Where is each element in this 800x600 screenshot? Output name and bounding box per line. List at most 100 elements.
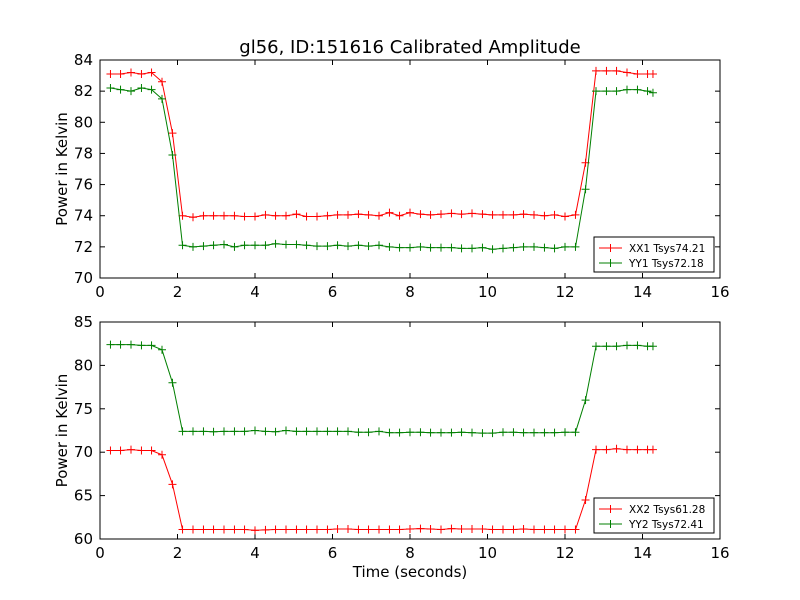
data-point bbox=[540, 243, 549, 252]
data-point bbox=[509, 243, 518, 252]
data-point bbox=[292, 210, 301, 219]
data-point bbox=[426, 210, 435, 219]
data-point bbox=[612, 444, 621, 453]
x-tick-label: 0 bbox=[95, 544, 105, 562]
data-point bbox=[230, 242, 239, 251]
data-point bbox=[354, 525, 363, 534]
data-point bbox=[437, 243, 445, 252]
data-point bbox=[416, 524, 425, 533]
x-tick-label: 8 bbox=[405, 544, 415, 562]
data-point bbox=[240, 427, 249, 436]
data-point bbox=[209, 241, 218, 250]
data-point bbox=[437, 525, 445, 534]
y-axis-label: Power in Kelvin bbox=[53, 374, 71, 488]
x-tick-label: 4 bbox=[250, 283, 260, 301]
data-point bbox=[530, 428, 538, 437]
x-tick-label: 16 bbox=[710, 544, 729, 562]
data-point bbox=[509, 210, 518, 219]
data-point bbox=[612, 342, 621, 351]
data-point bbox=[426, 525, 435, 534]
data-point bbox=[623, 68, 631, 77]
data-point bbox=[189, 427, 197, 436]
data-point bbox=[488, 429, 497, 438]
data-point bbox=[251, 526, 259, 535]
data-point bbox=[158, 450, 166, 459]
series-xx1-tsys74-21 bbox=[106, 66, 657, 222]
data-point bbox=[137, 84, 146, 93]
y-tick-label: 65 bbox=[74, 487, 93, 505]
x-tick-label: 4 bbox=[250, 544, 260, 562]
data-point bbox=[561, 212, 569, 221]
data-point bbox=[302, 241, 311, 250]
data-point bbox=[302, 212, 311, 221]
legend-frame bbox=[593, 497, 715, 534]
bottom-panel: 0 2 4 6 8 10 12 14 16 60 65 70 75 80 85 Power in Kelvin… bbox=[53, 313, 730, 581]
x-tick-label: 10 bbox=[478, 283, 497, 301]
y-tick-label: 80 bbox=[74, 113, 93, 131]
legend-marker bbox=[606, 505, 615, 513]
data-point bbox=[209, 525, 218, 534]
data-point bbox=[375, 241, 383, 250]
data-point bbox=[602, 445, 611, 454]
data-point bbox=[581, 495, 590, 504]
data-point bbox=[561, 242, 569, 251]
data-point bbox=[385, 525, 394, 534]
data-point bbox=[240, 525, 249, 534]
data-point bbox=[499, 525, 507, 534]
data-point bbox=[602, 342, 611, 351]
data-point bbox=[282, 426, 290, 435]
data-point bbox=[457, 428, 466, 437]
data-point bbox=[230, 211, 239, 220]
data-point bbox=[488, 525, 497, 534]
data-point bbox=[592, 87, 600, 96]
legend-frame bbox=[593, 236, 715, 273]
x-axis-label: Time (seconds) bbox=[352, 563, 468, 581]
x-tick-label: 16 bbox=[710, 283, 729, 301]
data-point bbox=[323, 242, 332, 251]
data-point bbox=[530, 525, 538, 534]
data-point bbox=[199, 525, 208, 534]
data-point bbox=[550, 244, 559, 253]
legend: XX2 Tsys61.28 YY2 Tsys72.41 bbox=[593, 497, 715, 534]
data-point bbox=[561, 525, 569, 534]
data-point bbox=[178, 211, 187, 220]
data-point bbox=[344, 242, 352, 251]
data-point bbox=[561, 428, 569, 437]
data-point bbox=[292, 525, 301, 534]
data-point bbox=[137, 446, 146, 455]
data-point bbox=[499, 244, 507, 253]
data-point bbox=[468, 209, 476, 218]
data-point bbox=[199, 242, 208, 251]
data-point bbox=[612, 87, 621, 96]
data-point bbox=[354, 241, 363, 250]
data-point bbox=[364, 428, 373, 437]
data-point bbox=[137, 341, 146, 350]
data-point bbox=[499, 428, 507, 437]
data-point bbox=[333, 241, 342, 250]
data-point bbox=[261, 241, 270, 250]
data-point bbox=[251, 212, 259, 221]
data-point bbox=[313, 242, 321, 251]
data-point bbox=[323, 427, 332, 436]
data-point bbox=[648, 445, 657, 454]
data-point bbox=[571, 428, 580, 437]
data-point bbox=[519, 210, 528, 219]
data-point bbox=[478, 525, 487, 534]
legend-entry: YY1 Tsys72.18 bbox=[628, 258, 704, 270]
data-point bbox=[375, 427, 383, 436]
data-point bbox=[375, 525, 383, 534]
data-point bbox=[437, 428, 445, 437]
data-point bbox=[251, 241, 259, 250]
data-point bbox=[457, 210, 466, 219]
data-point bbox=[592, 66, 600, 75]
legend-marker bbox=[606, 259, 615, 267]
data-point bbox=[478, 243, 487, 252]
data-point bbox=[540, 428, 549, 437]
data-point bbox=[623, 445, 631, 454]
y-tick-label: 80 bbox=[74, 356, 93, 374]
data-point bbox=[116, 340, 125, 349]
data-point bbox=[127, 445, 135, 454]
data-point bbox=[189, 242, 197, 251]
data-point bbox=[623, 85, 631, 94]
